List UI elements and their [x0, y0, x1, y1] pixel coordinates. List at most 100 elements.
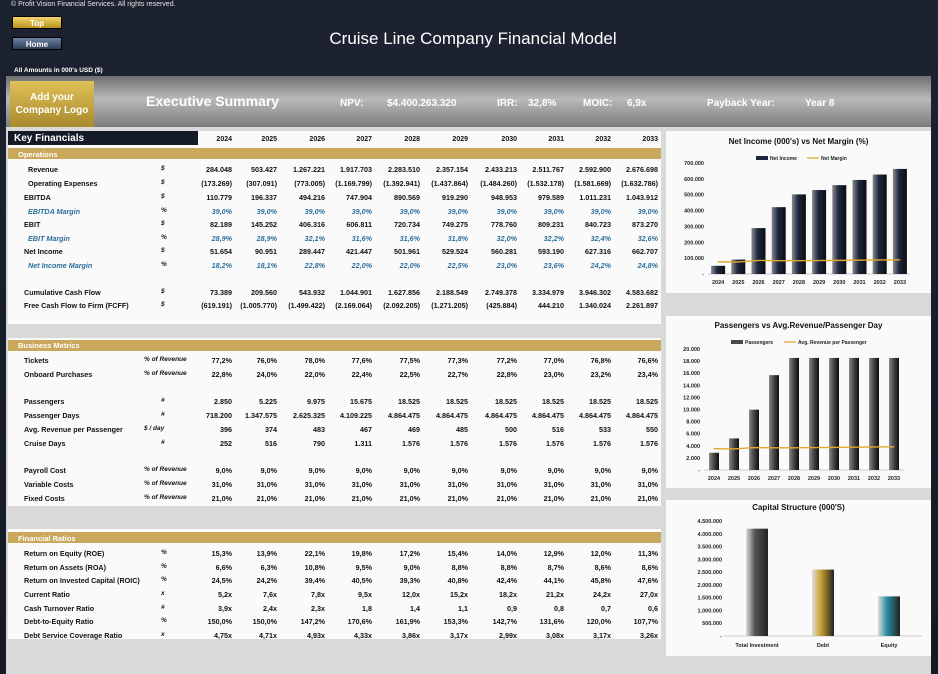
- line-point-2033: [893, 446, 895, 448]
- row-unit: #: [161, 604, 165, 611]
- table-cell: 28,9%: [256, 234, 277, 243]
- table-cell: 31,0%: [543, 480, 564, 489]
- table-cell: 31,0%: [447, 480, 468, 489]
- row-label: EBITDA: [24, 193, 51, 202]
- row-unit: $: [161, 301, 165, 308]
- table-cell: (1.484.260): [480, 179, 517, 188]
- table-cell: (1.392.941): [383, 179, 420, 188]
- table-cell: 31,0%: [211, 480, 232, 489]
- table-cell: 1.011.231: [579, 193, 611, 202]
- table-cell: 9,0%: [403, 563, 420, 572]
- x-tick-label: Total Investment: [735, 643, 778, 649]
- table-cell: 39,0%: [496, 207, 517, 216]
- table-cell: 747.904: [346, 193, 372, 202]
- row-label: Fixed Costs: [24, 494, 65, 503]
- table-cell: 421.447: [346, 247, 372, 256]
- table-cell: 40,8%: [447, 576, 468, 585]
- table-cell: 3,08x: [546, 631, 564, 640]
- y-tick-label: 700.000: [684, 161, 704, 167]
- row-label: Debt-to-Equity Ratio: [24, 617, 94, 626]
- table-cell: 1.267.221: [293, 165, 325, 174]
- top-button[interactable]: Top: [12, 16, 62, 29]
- table-cell: 18,2x: [499, 590, 517, 599]
- table-cell: 9,5x: [358, 590, 372, 599]
- home-button[interactable]: Home: [12, 37, 62, 50]
- table-cell: 209.560: [251, 288, 277, 297]
- table-cell: 73.389: [210, 288, 232, 297]
- table-cell: 406.316: [299, 220, 325, 229]
- row-unit: $: [161, 179, 165, 186]
- table-cell: 873.270: [632, 220, 658, 229]
- row-unit: #: [161, 439, 165, 446]
- table-cell: 31,0%: [256, 480, 277, 489]
- company-logo-placeholder[interactable]: Add your Company Logo: [10, 81, 94, 127]
- table-cell: 18,1%: [256, 261, 277, 270]
- x-tick-label: 2031: [848, 476, 860, 482]
- table-cell: 39,3%: [399, 576, 420, 585]
- executive-summary-bar: [6, 76, 931, 127]
- table-cell: 516: [552, 425, 564, 434]
- table-cell: (2.169.064): [335, 301, 372, 310]
- table-cell: 550: [646, 425, 658, 434]
- row-label: Revenue: [28, 165, 58, 174]
- capital-structure-chart-title: Capital Structure (000'S): [752, 503, 845, 512]
- table-cell: 749.275: [442, 220, 468, 229]
- row-unit: $: [161, 165, 165, 172]
- y-tick-label: 600.000: [684, 177, 704, 183]
- y-tick-label: 1.000.000: [698, 608, 722, 614]
- line-point-2032: [879, 259, 881, 261]
- table-cell: 3,86x: [402, 631, 420, 640]
- table-cell: 467: [360, 425, 372, 434]
- irr-label: IRR:: [497, 98, 518, 109]
- table-cell: 24,8%: [637, 261, 658, 270]
- table-cell: 39,0%: [304, 207, 325, 216]
- table-cell: 22,4%: [351, 370, 372, 379]
- year-header: 2028: [404, 136, 420, 143]
- row-unit: %: [161, 576, 167, 583]
- table-cell: 3.334.979: [532, 288, 564, 297]
- business-section-title: Business Metrics: [18, 341, 80, 350]
- table-cell: 21,0%: [211, 494, 232, 503]
- table-cell: 718.200: [206, 411, 232, 420]
- executive-summary-title: Executive Summary: [146, 93, 280, 109]
- table-cell: 7,6x: [263, 590, 277, 599]
- table-cell: 15,3%: [211, 549, 232, 558]
- table-cell: 170,6%: [347, 617, 372, 626]
- table-cell: 500: [505, 425, 517, 434]
- bar-2027: [771, 207, 786, 274]
- table-cell: 606.811: [346, 220, 372, 229]
- x-tick-label: 2033: [888, 476, 900, 482]
- row-label: Tickets: [24, 356, 49, 365]
- table-cell: 2.511.767: [532, 165, 564, 174]
- y-tick-label: 1.500.000: [698, 596, 722, 602]
- bar-2024: [709, 452, 719, 470]
- x-tick-label: Equity: [881, 643, 899, 649]
- row-unit: % of Revenue: [144, 466, 187, 473]
- table-cell: 10,8%: [304, 563, 325, 572]
- x-tick-label: 2031: [853, 280, 865, 286]
- table-cell: 720.734: [394, 220, 420, 229]
- table-cell: 150,0%: [252, 617, 277, 626]
- line-point-2030: [833, 446, 835, 448]
- year-header: 2025: [261, 136, 277, 143]
- table-cell: 9,0%: [641, 466, 658, 475]
- table-cell: 45,8%: [590, 576, 611, 585]
- table-cell: 6,3%: [260, 563, 277, 572]
- row-label: Passengers: [24, 397, 65, 406]
- row-unit: #: [161, 411, 165, 418]
- moic-label: MOIC:: [583, 98, 613, 109]
- table-cell: 3.946.302: [579, 288, 611, 297]
- x-tick-label: 2024: [708, 476, 721, 482]
- table-cell: 77,3%: [447, 356, 468, 365]
- table-cell: 17,2%: [399, 549, 420, 558]
- year-header: 2030: [501, 136, 517, 143]
- table-cell: 18.525: [446, 397, 468, 406]
- capital-structure-chart: - 500.000 1.000.000 1.500.000 2.000.000 2.500…: [698, 519, 922, 649]
- row-label: Current Ratio: [24, 590, 70, 599]
- bar-total-investment: [746, 528, 768, 636]
- table-cell: 18.525: [495, 397, 517, 406]
- y-tick-label: 3.500.000: [698, 545, 722, 551]
- table-cell: 24,0%: [256, 370, 277, 379]
- row-label: Free Cash Flow to Firm (FCFF): [24, 301, 129, 310]
- table-cell: 39,0%: [211, 207, 232, 216]
